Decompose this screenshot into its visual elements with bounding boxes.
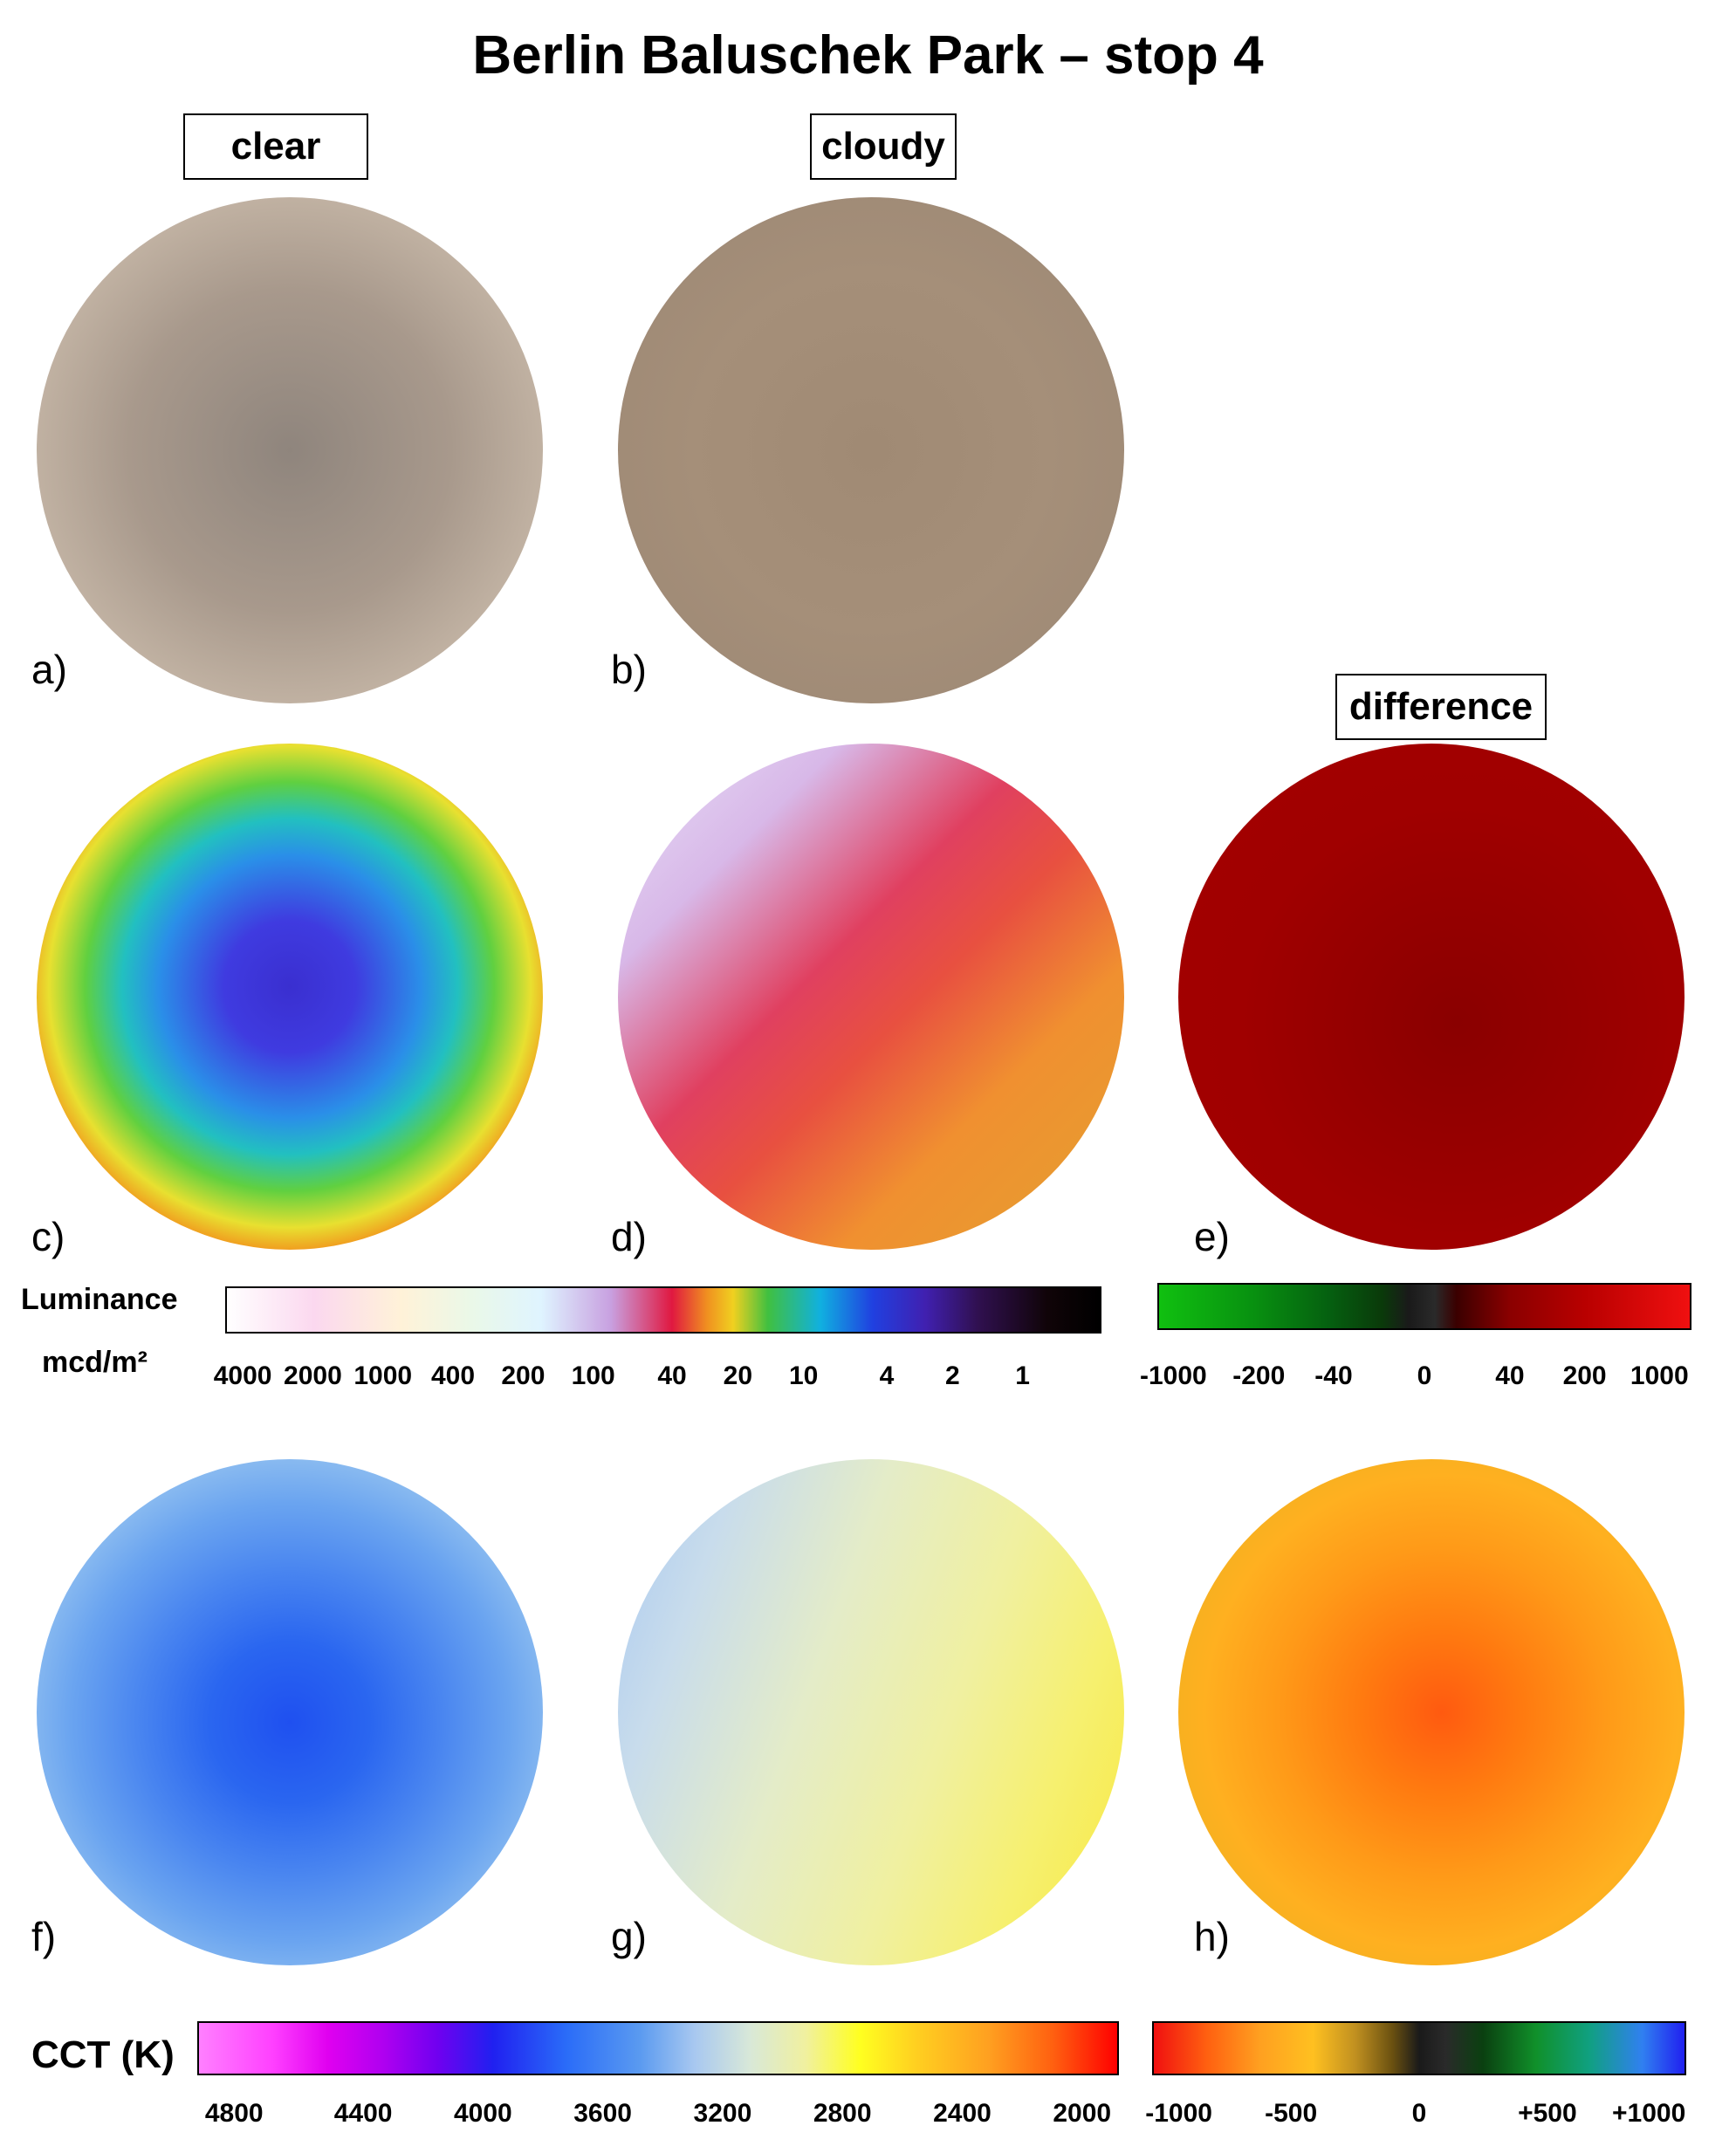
panel-label-c: c): [31, 1214, 65, 1259]
luminance-difference-colorbar: [1157, 1283, 1691, 1330]
label-clear: clear: [183, 113, 368, 180]
panel-label-g: g): [611, 1914, 647, 1959]
panel-label-e: e): [1194, 1214, 1230, 1259]
lum-tick: 20: [723, 1361, 753, 1390]
clear-sky-photo: [37, 197, 543, 703]
cloudy-sky-photo: [618, 197, 1124, 703]
difference-ticks: -1000 -200 -40 0 40 200 1000: [1140, 1361, 1691, 1396]
lum-tick: 400: [431, 1361, 476, 1390]
lum-tick: 40: [657, 1361, 687, 1390]
cct-tick: 3600: [573, 2099, 632, 2128]
diff-tick: -200: [1232, 1361, 1286, 1390]
cct-diff-tick: +1000: [1612, 2099, 1686, 2128]
figure-title: Berlin Baluschek Park – stop 4: [472, 25, 1264, 86]
label-cloudy: cloudy: [810, 113, 957, 180]
lum-tick: 4: [879, 1361, 895, 1390]
lum-tick: 2: [944, 1361, 960, 1390]
lum-tick: 4000: [213, 1361, 272, 1390]
panel-label-d: d): [611, 1214, 647, 1259]
cloudy-luminance-map: [618, 744, 1124, 1250]
lum-tick: 200: [501, 1361, 546, 1390]
lum-tick: 10: [788, 1361, 819, 1390]
diff-tick: 200: [1562, 1361, 1607, 1390]
diff-tick: -1000: [1139, 1361, 1207, 1390]
lum-tick: 100: [571, 1361, 615, 1390]
cct-diff-tick: -1000: [1145, 2099, 1212, 2128]
panel-label-f: f): [31, 1914, 57, 1959]
cct-tick: 2400: [933, 2099, 992, 2128]
cloudy-cct-map: [618, 1459, 1124, 1965]
cct-diff-tick: -500: [1265, 2099, 1318, 2128]
cct-label: CCT (K): [31, 2033, 175, 2076]
diff-tick: 1000: [1630, 1361, 1689, 1390]
luminance-colorbar: [225, 1286, 1101, 1334]
diff-tick: -40: [1314, 1361, 1353, 1390]
lum-tick: 1: [1015, 1361, 1030, 1390]
lum-tick: 2000: [284, 1361, 342, 1390]
panel-label-b: b): [611, 647, 647, 692]
cct-difference-ticks: -1000 -500 0 +500 +1000: [1145, 2099, 1686, 2134]
luminance-unit: mcd/m²: [42, 1346, 148, 1379]
luminance-ticks: 4000 2000 1000 400 200 100 40 20 10 4 2 …: [214, 1361, 1101, 1396]
panel-label-a: a): [31, 647, 67, 692]
cct-tick: 2000: [1053, 2099, 1112, 2128]
cct-difference-map: [1178, 1459, 1685, 1965]
diff-tick: 0: [1417, 1361, 1432, 1390]
cct-tick: 2800: [813, 2099, 872, 2128]
panel-label-h: h): [1194, 1914, 1230, 1959]
cct-tick: 4400: [333, 2099, 393, 2128]
cct-colorbar: [197, 2021, 1119, 2075]
label-difference: difference: [1335, 674, 1547, 740]
clear-cct-map: [37, 1459, 543, 1965]
lum-tick: 1000: [353, 1361, 413, 1390]
luminance-label: Luminance: [21, 1283, 178, 1316]
cct-ticks: 4800 4400 4000 3600 3200 2800 2400 2000: [197, 2099, 1119, 2134]
cct-tick: 4800: [204, 2099, 264, 2128]
clear-luminance-map: [37, 744, 543, 1250]
cct-diff-tick: +500: [1518, 2099, 1577, 2128]
cct-diff-tick: 0: [1411, 2099, 1427, 2128]
diff-tick: 40: [1495, 1361, 1525, 1390]
cct-difference-colorbar: [1152, 2021, 1686, 2075]
luminance-difference-map: [1178, 744, 1685, 1250]
cct-tick: 3200: [693, 2099, 752, 2128]
cct-tick: 4000: [453, 2099, 512, 2128]
